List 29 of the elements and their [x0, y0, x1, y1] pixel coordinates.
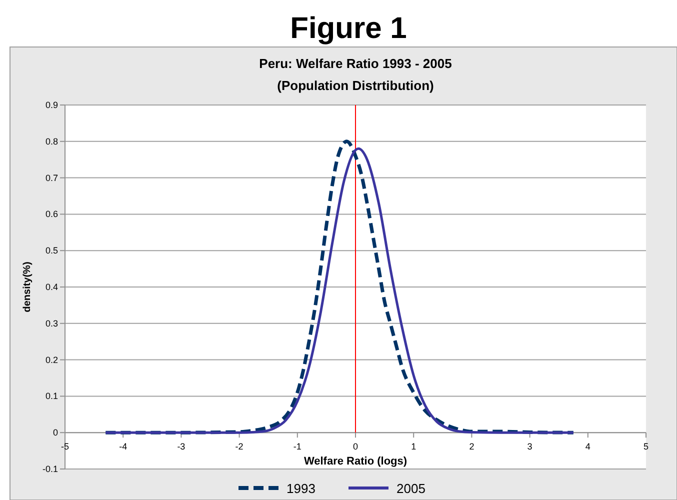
y-tick-label: 0.8	[45, 136, 58, 146]
chart-subtitle: (Population Distrtibution)	[277, 78, 434, 93]
y-tick-label: 0.2	[45, 354, 58, 365]
y-tick-label: 0.9	[45, 100, 58, 110]
x-axis-title: Welfare Ratio (logs)	[304, 456, 408, 468]
y-tick-label: -0.1	[42, 464, 58, 474]
x-tick-label: 0	[352, 442, 358, 452]
x-tick-label: 2	[469, 442, 474, 452]
x-tick-label: -5	[60, 442, 70, 452]
legend-label: 1993	[286, 481, 316, 496]
x-tick-label: 4	[585, 442, 590, 452]
x-tick-label: -3	[177, 442, 186, 452]
y-tick-label: 0.5	[45, 246, 58, 256]
x-tick-label: 5	[643, 442, 649, 452]
y-axis-title: density(%)	[22, 262, 33, 312]
y-tick-label: 0	[52, 428, 58, 438]
x-tick-label: 3	[527, 442, 532, 452]
x-tick-label: -4	[119, 442, 128, 452]
y-tick-label: 0.6	[45, 209, 58, 220]
x-tick-label: 1	[411, 442, 416, 452]
y-tick-label: 0.7	[45, 172, 58, 183]
y-tick-label: 0.4	[45, 282, 58, 292]
legend-label: 2005	[396, 481, 426, 496]
caption: Figure 1	[290, 12, 407, 45]
chart-title: Peru: Welfare Ratio 1993 - 2005	[259, 56, 452, 71]
x-tick-label: -1	[293, 442, 302, 452]
y-tick-label: 0.1	[45, 391, 58, 402]
x-tick-label: -2	[235, 442, 244, 452]
y-tick-label: 0.3	[45, 318, 58, 328]
